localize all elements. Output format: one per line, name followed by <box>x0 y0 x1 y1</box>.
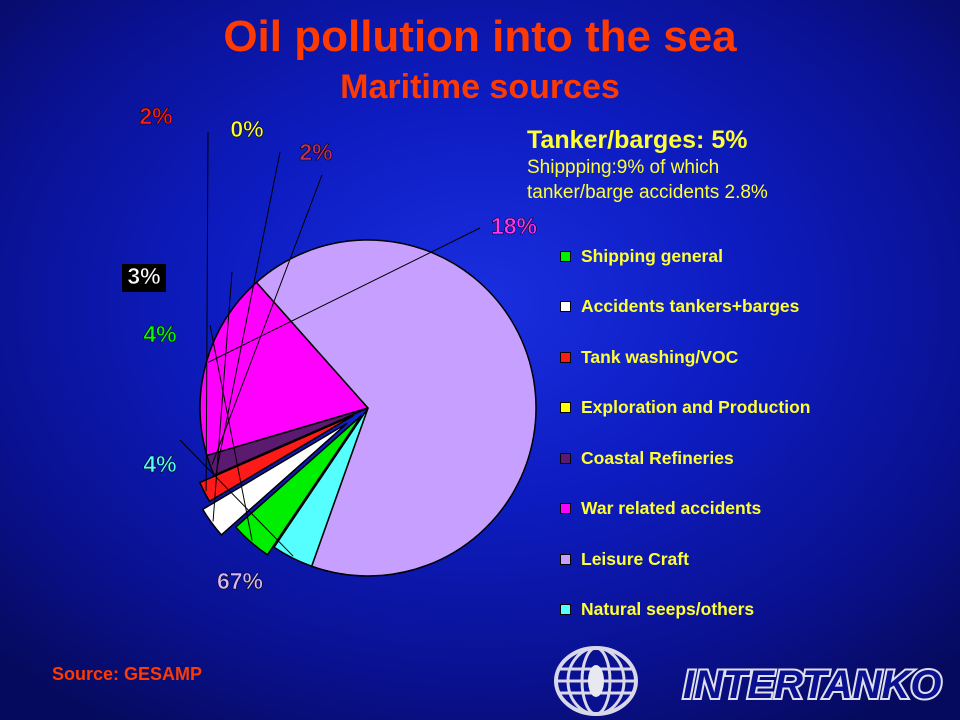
pie-slice-shipping-general <box>234 414 363 556</box>
legend-item: Accidents tankers+barges <box>560 295 799 319</box>
leader-line <box>211 174 323 465</box>
leader-line <box>205 131 209 492</box>
chart-title: Oil pollution into the sea <box>223 12 737 61</box>
legend-item: Coastal Refineries <box>560 446 734 470</box>
legend-label: Leisure Craft <box>581 548 689 569</box>
legend-label: Shipping general <box>581 245 723 266</box>
legend-item: Shipping general <box>560 244 723 268</box>
data-label: 0% <box>230 116 263 142</box>
note-line-3: tanker/barge accidents 2.8% <box>527 182 768 203</box>
legend-label: Accidents tankers+barges <box>581 296 800 316</box>
leader-line <box>208 227 481 363</box>
data-label: 4% <box>143 451 176 477</box>
data-label: 18% <box>491 213 537 239</box>
legend-swatch <box>560 503 571 514</box>
legend-swatch <box>560 402 571 413</box>
leader-line <box>215 151 281 475</box>
legend-label: Tank washing/VOC <box>581 346 739 367</box>
legend-swatch <box>560 351 571 363</box>
data-label: 3% <box>127 263 160 289</box>
data-label-box <box>122 264 166 292</box>
legend-item: War related accidents <box>560 497 761 521</box>
pie-slice-accidents-tankers-barges <box>201 422 348 536</box>
legend-item: Exploration and Production <box>560 396 810 420</box>
source-note: Source: GESAMP <box>52 664 203 684</box>
chart-subtitle: Maritime sources <box>340 68 620 106</box>
legend-swatch <box>560 553 571 565</box>
data-label: 4% <box>143 321 176 347</box>
legend-item: Tank washing/VOC <box>560 345 738 369</box>
pie-slice-leisure-craft <box>255 239 537 577</box>
legend-swatch <box>560 250 571 262</box>
leader-line <box>179 439 294 557</box>
legend-item: Leisure Craft <box>560 547 689 571</box>
tanker-note: Tanker/barges: 5% Shippping:9% of which … <box>527 126 768 205</box>
note-line-1: Tanker/barges: 5% <box>527 126 748 154</box>
globe-icon <box>554 646 638 716</box>
legend-label: Coastal Refineries <box>581 447 734 468</box>
data-label: 67% <box>217 568 263 594</box>
data-label: 2% <box>139 103 172 129</box>
pie-slice-natural-seeps-others <box>273 407 369 568</box>
legend-label: Natural seeps/others <box>581 599 755 619</box>
pie-slice-tank-washing-voc <box>198 414 355 503</box>
legend-swatch <box>560 452 571 464</box>
intertanko-wordmark: INTERTANKO <box>683 663 942 707</box>
leader-line <box>209 324 253 541</box>
note-line-2: Shippping:9% of which <box>527 157 720 178</box>
intertanko-logo: INTERTANKO <box>554 646 944 716</box>
legend-label: Exploration and Production <box>581 397 811 417</box>
data-label: 2% <box>299 139 332 165</box>
leader-line <box>212 271 233 522</box>
legend-item: Natural seeps/others <box>560 598 754 622</box>
legend-swatch <box>560 604 571 615</box>
legend-label: War related accidents <box>581 498 762 518</box>
legend-swatch <box>560 301 571 312</box>
